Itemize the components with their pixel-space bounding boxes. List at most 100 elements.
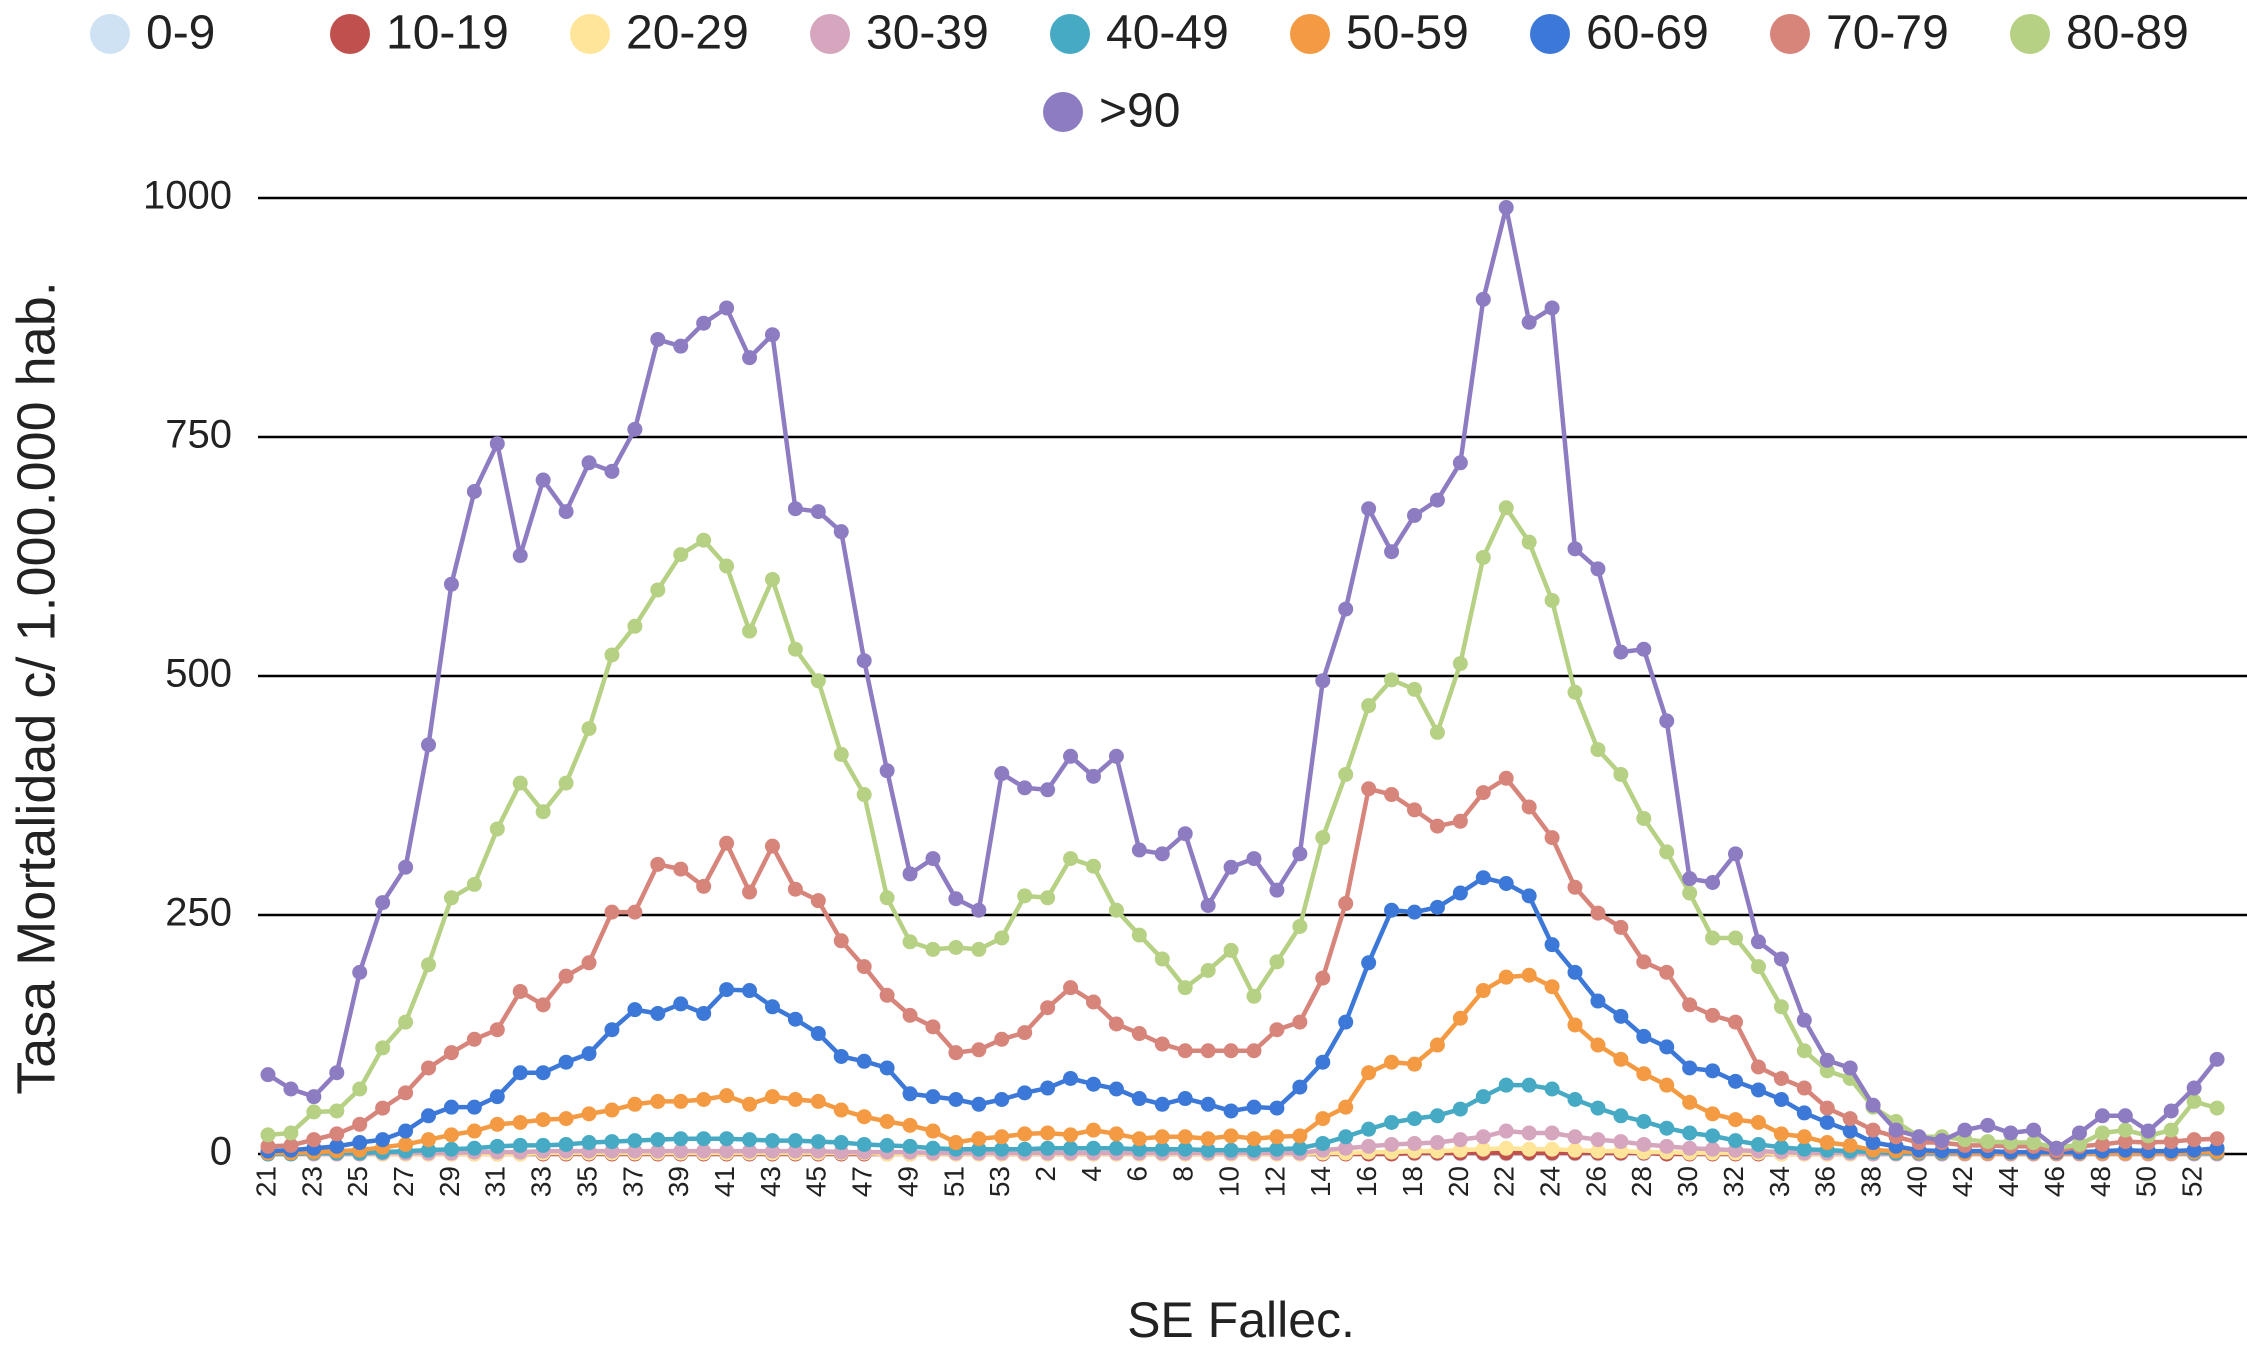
data-point [764,1133,780,1149]
data-point [398,1123,414,1139]
x-tick-label: 2 [1030,1166,1061,1182]
data-point [879,890,895,906]
data-point [742,1096,758,1112]
data-point [787,1133,803,1149]
data-point [1040,1080,1056,1096]
data-point [1017,1025,1033,1041]
x-tick-label: 32 [1718,1166,1749,1197]
data-point [879,1137,895,1153]
data-point [627,904,643,920]
data-point [1269,1100,1285,1116]
data-point [558,775,574,791]
data-point [1452,455,1468,471]
data-point [329,1126,345,1142]
data-point [810,504,826,520]
data-point [489,1022,505,1038]
data-point [1567,964,1583,980]
data-point [994,1129,1010,1145]
series-line [267,875,2218,1155]
data-point [421,1108,437,1124]
data-point [1154,1096,1170,1112]
data-point [833,524,849,540]
data-point [1957,1122,1973,1138]
data-point [1063,748,1079,764]
data-point [466,483,482,499]
data-point [1177,1141,1193,1157]
data-point [1682,871,1698,887]
data-point [1017,1126,1033,1142]
data-point [489,1089,505,1105]
data-point [696,532,712,548]
data-point [1796,1129,1812,1145]
data-point [1269,954,1285,970]
data-point [833,1135,849,1151]
data-point [1200,1131,1216,1147]
data-point [627,618,643,634]
data-point [1246,851,1262,867]
data-point [1613,1108,1629,1124]
y-tick-label: 1000 [143,174,232,218]
data-point [1177,980,1193,996]
data-point [1682,1140,1698,1156]
data-point [1407,802,1422,818]
data-point [1475,291,1491,307]
data-point [306,1132,322,1148]
data-point [879,763,895,779]
data-point [2117,1108,2133,1124]
data-point [719,982,735,998]
data-point [1544,979,1560,995]
x-tick-label: 49 [892,1166,923,1197]
x-tick-label: 35 [571,1166,602,1197]
x-tick-label: 26 [1580,1166,1611,1197]
data-point [1338,1140,1354,1156]
x-tick-label: 37 [617,1166,648,1197]
data-point [1384,672,1400,688]
legend-label: 10-19 [386,7,509,60]
data-point [742,1132,758,1148]
x-tick-label: 24 [1534,1166,1565,1197]
data-point [1269,1129,1285,1145]
data-point [512,1114,528,1130]
data-point [1613,644,1629,660]
data-point [443,1127,459,1143]
data-point [1475,870,1491,886]
data-point [673,1131,689,1147]
data-point [856,1136,872,1152]
data-point [1567,684,1583,700]
data-point [650,331,666,347]
data-point [1361,698,1377,714]
data-point [1567,541,1583,557]
data-point [1819,1135,1835,1151]
data-point [742,1143,758,1159]
data-point [398,1014,414,1030]
data-point [1292,1128,1308,1144]
data-point [1934,1133,1950,1149]
x-tick-label: 45 [801,1166,832,1197]
data-point [1338,601,1354,617]
data-point [1728,1073,1744,1089]
data-point [1063,1127,1079,1143]
data-point [994,930,1010,946]
data-point [1177,1091,1193,1107]
data-point [1429,492,1445,508]
data-point [1842,1137,1858,1153]
x-tick-label: 14 [1305,1166,1336,1197]
data-point [1177,1129,1193,1145]
data-point [1498,200,1514,216]
data-point [535,804,551,820]
data-point [1773,1126,1789,1142]
data-point [1475,785,1491,801]
data-point [1452,656,1468,672]
data-point [283,1081,299,1097]
data-point [764,571,780,587]
data-point [1590,1132,1606,1148]
data-point [2094,1125,2110,1141]
data-point [1705,874,1721,890]
data-point [1063,1140,1079,1156]
data-point [719,1131,735,1147]
data-point [1452,813,1468,829]
data-point [650,856,666,872]
data-point [696,315,712,331]
data-point [512,775,528,791]
legend-marker [2010,14,2050,54]
